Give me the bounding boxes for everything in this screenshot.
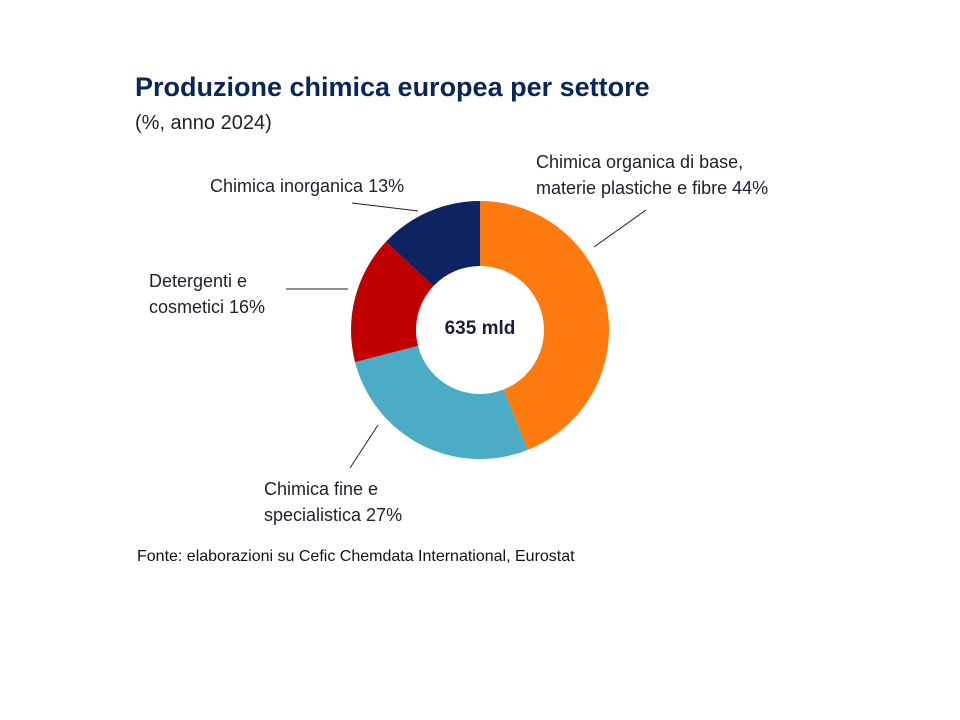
- chart-subtitle: (%, anno 2024): [135, 112, 272, 134]
- slice-label-organica-line-1: Chimica organica di base,: [536, 152, 744, 172]
- slice-label-fine: Chimica fine e specialistica 27%: [264, 476, 402, 528]
- slice-label-detergenti-line-1: Detergenti e: [149, 271, 248, 291]
- slice-label-fine-line-1: Chimica fine e: [264, 479, 379, 499]
- slice-label-detergenti-line-2: cosmetici 16%: [149, 297, 266, 317]
- slice-label-detergenti: Detergenti e cosmetici 16%: [149, 268, 265, 320]
- donut-slice-organica: [480, 201, 609, 450]
- slice-label-inorganica-line-1: Chimica inorganica 13%: [210, 176, 405, 196]
- leader-line-fine: [349, 424, 379, 469]
- slice-label-organica: Chimica organica di base, materie plasti…: [536, 149, 768, 201]
- donut-slice-inorganica: [385, 201, 480, 287]
- slice-label-organica-line-2: materie plastiche e fibre 44%: [536, 178, 769, 198]
- chart-title: Produzione chimica europea per settore: [135, 72, 650, 102]
- leader-line-inorganica: [351, 202, 419, 212]
- donut-slice-fine: [355, 345, 528, 459]
- donut-slice-detergenti: [351, 241, 434, 363]
- source-note: Fonte: elaborazioni su Cefic Chemdata In…: [137, 548, 575, 565]
- slice-label-fine-line-2: specialistica 27%: [264, 505, 403, 525]
- leader-line-organica: [593, 209, 647, 248]
- donut-center-total: 635 mld: [444, 318, 516, 339]
- slice-label-inorganica: Chimica inorganica 13%: [210, 173, 404, 199]
